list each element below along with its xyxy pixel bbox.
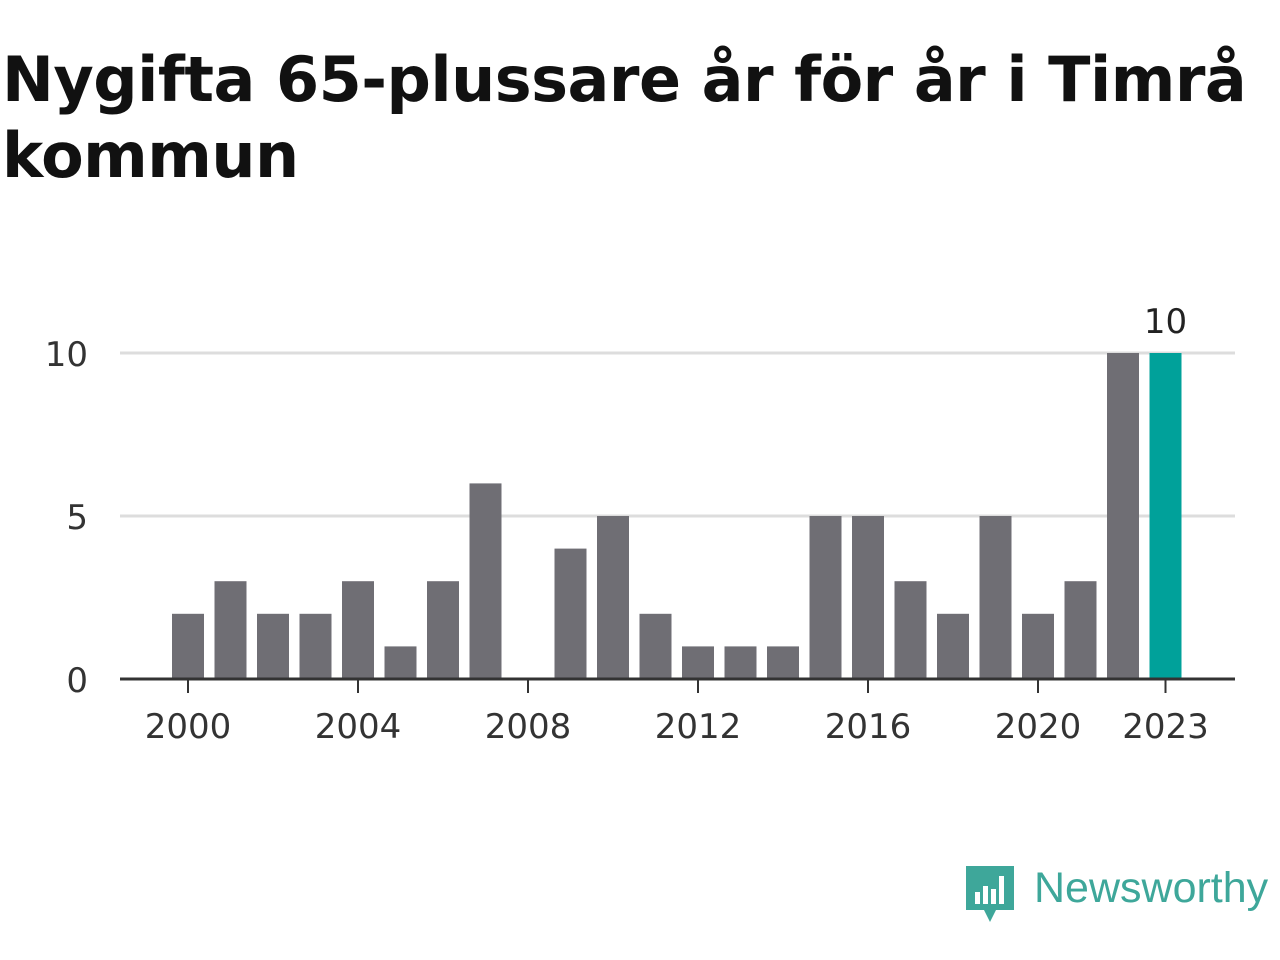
x-tick-label: 2012 [655, 707, 742, 747]
bar [1149, 353, 1182, 679]
bar [257, 613, 289, 679]
x-tick-label: 2016 [825, 707, 912, 747]
y-tick-label: 5 [66, 498, 88, 538]
bar [852, 516, 884, 679]
x-tick-label: 2004 [315, 707, 402, 747]
bar [299, 613, 332, 679]
bar-chart: 0 5 10 2000 2004 2008 2012 2016 2020 2023 10 [45, 302, 1235, 747]
bar [1064, 581, 1097, 679]
bar [682, 646, 714, 679]
brand-logo: Newsworthy [964, 862, 1280, 926]
bar [342, 581, 374, 679]
x-tick-label: 2020 [995, 707, 1082, 747]
bar [767, 646, 799, 679]
chart-title: Nygifta 65-plussare år för år i Timrå ko… [2, 43, 1247, 192]
bar [1107, 353, 1139, 679]
bar [979, 516, 1012, 679]
bar [172, 613, 204, 679]
bar [214, 581, 247, 679]
bar [1022, 613, 1054, 679]
data-label: 10 [1144, 302, 1187, 342]
y-tick-label: 10 [45, 335, 88, 375]
bar [554, 548, 587, 679]
bar [597, 516, 629, 679]
brand-name: Newsworthy [1034, 864, 1269, 912]
bar [894, 581, 927, 679]
x-tick-label: 2023 [1122, 707, 1209, 747]
bar [724, 646, 757, 679]
bar [469, 483, 502, 679]
bar [809, 516, 842, 679]
bar [639, 613, 672, 679]
bar [937, 613, 969, 679]
bar [427, 581, 459, 679]
x-tick-label: 2000 [145, 707, 232, 747]
x-tick-label: 2008 [485, 707, 572, 747]
bar [384, 646, 417, 679]
y-tick-label: 0 [66, 661, 88, 701]
newsworthy-logo-icon [966, 866, 1014, 922]
